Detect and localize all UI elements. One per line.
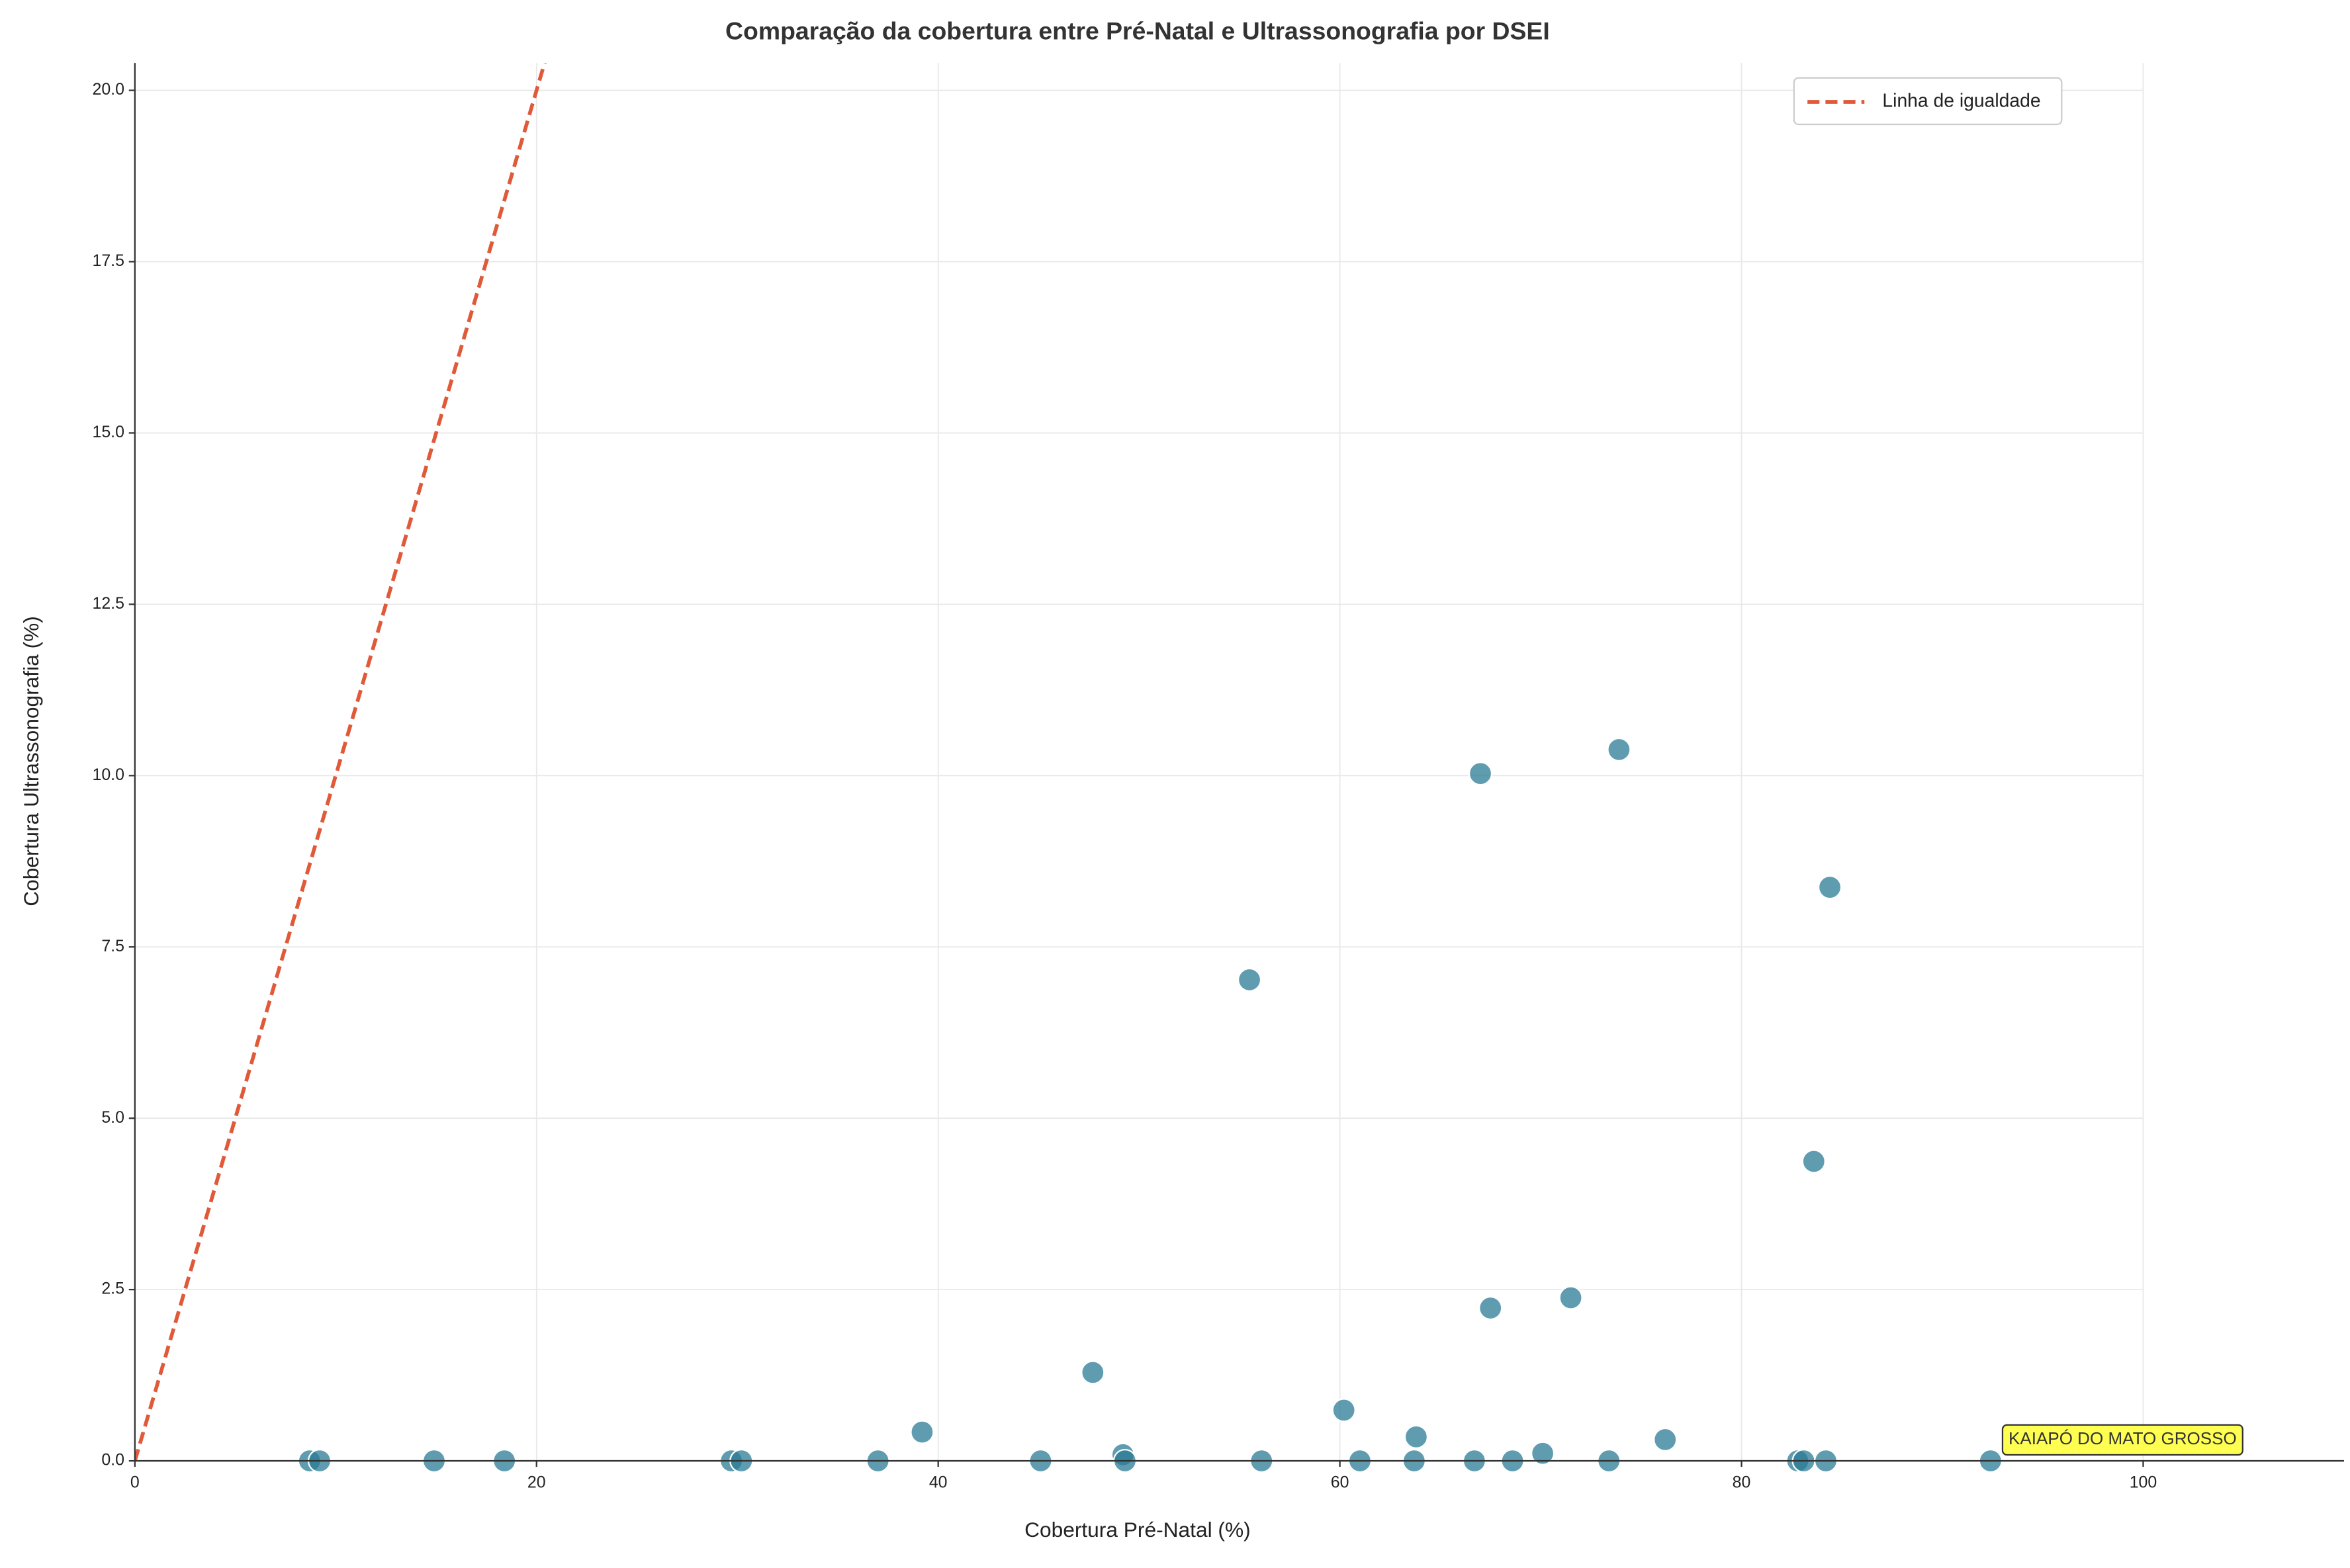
y-tick-label: 15.0: [92, 423, 124, 441]
scatter-point: [1332, 1398, 1356, 1422]
equality-line: [134, 63, 547, 1461]
scatter-point: [910, 1420, 934, 1444]
scatter-point: [1404, 1424, 1429, 1449]
annotation-box: [2001, 1424, 2243, 1456]
y-axis-label: Cobertura Ultrassonografia (%): [19, 616, 43, 906]
y-tick-label: 2.5: [101, 1280, 124, 1298]
y-tick-label: 0.0: [101, 1451, 124, 1469]
x-tick-label: 100: [2130, 1473, 2157, 1492]
scatter-point: [1530, 1441, 1555, 1465]
scatter-point: [1559, 1285, 1583, 1310]
scatter-point: [1653, 1427, 1678, 1452]
x-tick-label: 0: [130, 1473, 140, 1492]
x-tick-label: 60: [1331, 1473, 1349, 1492]
y-tick-label: 10.0: [92, 765, 124, 784]
scatter-point: [1607, 737, 1631, 762]
x-tick-label: 80: [1733, 1473, 1751, 1492]
scatter-point: [1237, 967, 1262, 992]
scatter-point: [1081, 1360, 1105, 1385]
plot-area: [134, 63, 547, 1461]
scatter-point: [1468, 762, 1493, 786]
x-axis-label: Cobertura Pré-Natal (%): [1024, 1518, 1251, 1542]
x-tick-label: 40: [929, 1473, 948, 1492]
chart-title: Comparação da cobertura entre Pré-Natal …: [725, 17, 1550, 45]
scatter-point: [1817, 875, 1842, 900]
x-tick-label: 20: [527, 1473, 546, 1492]
y-tick-label: 5.0: [101, 1108, 124, 1127]
legend-label: Linha de igualdade: [1882, 89, 2040, 110]
y-tick-label: 17.5: [92, 251, 124, 270]
y-tick-label: 20.0: [92, 80, 124, 99]
y-tick-label: 7.5: [101, 937, 124, 955]
legend-box: [1793, 77, 2063, 126]
scatter-point: [1478, 1295, 1503, 1321]
scatter-point: [1801, 1149, 1826, 1174]
y-tick-label: 12.5: [92, 594, 124, 613]
annotation: KAIAPÓ DO MATO GROSSO: [2009, 1428, 2237, 1448]
